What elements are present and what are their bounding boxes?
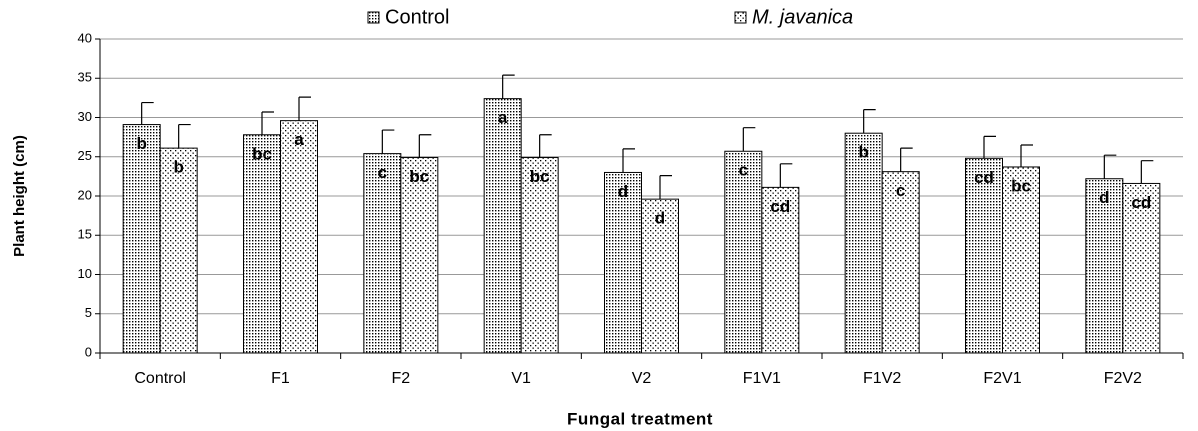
x-tick-label: F1 [271,370,290,387]
significance-letter: c [378,163,387,182]
bar [520,157,559,354]
bar [881,171,920,354]
significance-letter: b [173,158,183,177]
significance-letter: cd [974,168,994,187]
x-tick-label: F1V1 [743,370,781,387]
significance-letter: d [655,209,665,228]
bar [122,124,161,354]
y-tick-label: 0 [85,344,92,359]
error-bar [298,96,311,121]
error-bar [779,163,793,188]
x-tick-label: V1 [511,370,531,387]
significance-letter: b [136,134,146,153]
error-bar [983,135,996,159]
legend-label: Control [385,6,449,28]
significance-letter: bc [1011,176,1031,195]
significance-letter: a [294,130,304,149]
legend-swatch [367,11,380,24]
significance-letter: bc [530,167,550,186]
error-bar [261,111,274,135]
y-tick-label: 10 [78,266,92,281]
bar [641,198,679,354]
error-bar [381,129,395,154]
significance-letter: bc [409,167,429,186]
y-tick-label: 35 [78,70,92,85]
bar [483,98,522,354]
error-bar [178,123,191,149]
bar [363,153,402,354]
x-tick-label: F2V2 [1104,370,1142,387]
significance-letter: b [858,143,868,162]
error-bar [539,134,552,158]
bar [280,120,318,354]
significance-letter: cd [1131,193,1151,212]
bar [965,157,1003,354]
bar [159,147,198,354]
y-tick-label: 15 [78,227,92,242]
error-bar [1020,144,1033,167]
error-bar [502,74,515,99]
bar [1085,178,1124,354]
significance-letter: c [739,161,748,180]
x-tick-label: F2 [391,370,410,387]
x-tick-label: Control [134,370,186,387]
x-tick-label: F2V1 [983,370,1021,387]
x-tick-label: V2 [632,370,652,387]
error-bar [1103,154,1117,179]
error-bar [622,148,635,173]
y-tick-label: 25 [78,148,92,163]
bar [1002,166,1040,354]
legend-swatch [734,11,747,24]
y-axis-label: Plant height (cm) [11,135,28,257]
x-axis-label: Fungal treatment [567,409,713,428]
significance-letter: d [618,182,628,201]
significance-letter: c [896,181,905,200]
y-tick-label: 30 [78,109,92,124]
significance-letter: a [498,108,508,127]
error-bar [1140,160,1154,184]
error-bar [863,109,876,134]
bar [243,134,281,354]
y-tick-label: 40 [78,30,92,45]
error-bar [418,134,432,158]
error-bar [659,174,672,200]
bar [844,132,883,354]
significance-letter: cd [770,197,790,216]
bar [400,157,439,354]
significance-letter: bc [252,144,272,163]
bar [1122,182,1161,354]
y-tick-label: 5 [85,305,92,320]
error-bar [742,127,756,152]
x-tick-label: F1V2 [863,370,901,387]
error-bar [141,101,154,125]
y-tick-label: 20 [78,187,92,202]
error-bar [900,147,913,172]
bar [724,150,763,354]
significance-letter: d [1099,188,1109,207]
bar [761,186,800,354]
legend-label: M. javanica [752,6,853,28]
